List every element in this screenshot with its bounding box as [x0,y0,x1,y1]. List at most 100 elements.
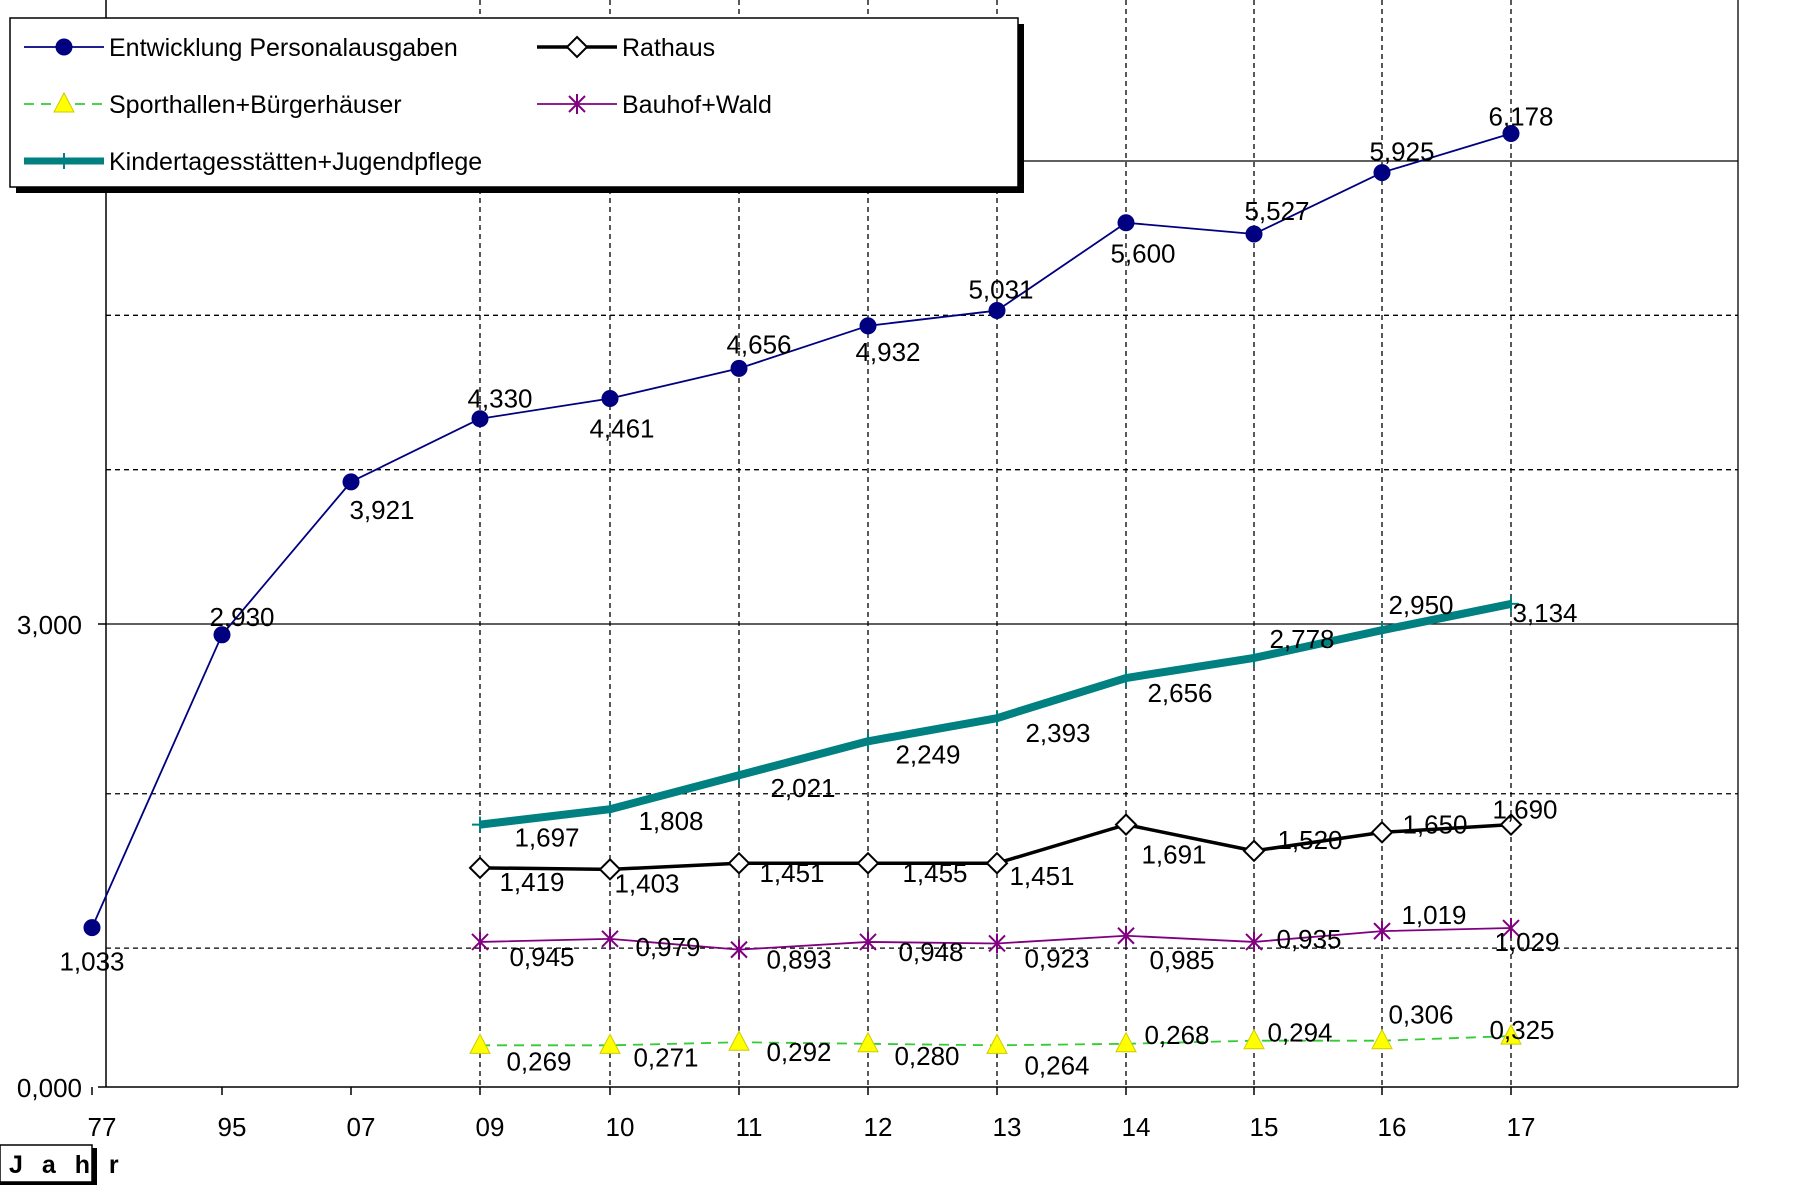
rathaus-marker [1499,813,1523,837]
data-label-kindertagesst-tten-jugendpflege: 2,950 [1388,590,1453,620]
data-label-rathaus: 1,690 [1492,795,1557,825]
kindertagesst-tten-jugendpflege-marker [1503,595,1519,612]
x-tick-label: 16 [1378,1112,1407,1142]
legend: Entwicklung Personalausgaben Rathaus Sport… [9,17,1024,193]
data-label-rathaus: 1,520 [1277,825,1342,855]
data-label-entwicklung-personalausgaben: 4,461 [589,414,654,444]
x-tick-label: 10 [606,1112,635,1142]
kindertagesst-tten-jugendpflege-marker [602,801,618,818]
x-tick-label: 17 [1507,1112,1536,1142]
sporthallen-b-rgerh-user-marker [1115,1031,1137,1053]
rathaus-marker [1114,813,1138,837]
kindertagesst-tten-jugendpflege-marker [1374,622,1390,639]
y-tick-label: 0,000 [17,1073,82,1103]
data-label-sporthallen-b-rgerh-user: 0,280 [894,1041,959,1071]
sporthallen-b-rgerh-user-marker [469,1033,491,1054]
sporthallen-b-rgerh-user-marker [857,1031,879,1053]
data-label-rathaus: 1,419 [499,867,564,897]
rathaus-marker [985,851,1009,875]
data-label-rathaus: 1,451 [759,858,824,888]
data-label-bauhof-wald: 0,923 [1024,943,1089,973]
entwicklung-personalausgaben-marker [213,626,231,644]
kindertagesst-tten-jugendpflege-marker [1246,649,1262,666]
x-tick-label: 15 [1250,1112,1279,1142]
data-label-entwicklung-personalausgaben: 5,925 [1369,137,1434,167]
entwicklung-personalausgaben-marker [1245,225,1263,243]
data-label-rathaus: 1,451 [1009,861,1074,891]
entwicklung-personalausgaben-marker [55,38,73,56]
data-label-bauhof-wald: 1,019 [1401,900,1466,930]
data-label-kindertagesst-tten-jugendpflege: 1,697 [514,823,579,853]
series-group [83,125,1523,1054]
data-label-rathaus: 1,403 [614,868,679,898]
rathaus-marker [598,857,622,881]
data-label-rathaus: 1,650 [1402,809,1467,839]
data-label-entwicklung-personalausgaben: 1,033 [59,947,124,977]
x-axis-title: J a h r [9,1151,125,1179]
rathaus-marker [468,856,492,880]
data-label-bauhof-wald: 0,945 [509,942,574,972]
bauhof-wald-marker [568,94,586,114]
bauhof-wald-marker [1373,921,1391,942]
data-label-entwicklung-personalausgaben: 4,656 [726,329,791,359]
data-label-entwicklung-personalausgaben: 2,930 [209,602,274,632]
entwicklung-personalausgaben-marker [1117,214,1135,232]
data-label-sporthallen-b-rgerh-user: 0,306 [1388,1000,1453,1030]
x-tick-label: 09 [476,1112,505,1142]
legend-label-kindertagesst-tten-jugendpflege: Kindertagesstätten+Jugendpflege [109,148,482,176]
data-labels: 1,033 2,930 3,921 4,330 4,461 4,656 4,932 5,031… [59,102,1577,1081]
bauhof-wald-marker [1245,931,1263,952]
data-label-bauhof-wald: 0,985 [1149,945,1214,975]
rathaus-marker [565,35,589,59]
legend-label-bauhof-wald: Bauhof+Wald [622,91,772,119]
data-label-sporthallen-b-rgerh-user: 0,325 [1489,1015,1554,1045]
data-label-sporthallen-b-rgerh-user: 0,264 [1024,1050,1089,1080]
sporthallen-b-rgerh-user-marker [53,91,75,113]
entwicklung-personalausgaben-marker [730,359,748,377]
data-label-bauhof-wald: 0,935 [1276,924,1341,954]
data-label-entwicklung-personalausgaben: 4,330 [467,384,532,414]
rathaus-marker [1242,839,1266,863]
data-label-sporthallen-b-rgerh-user: 0,292 [766,1037,831,1067]
data-label-kindertagesst-tten-jugendpflege: 2,393 [1025,718,1090,748]
entwicklung-personalausgaben-marker [83,919,101,937]
data-label-entwicklung-personalausgaben: 3,921 [349,495,414,525]
bauhof-wald-marker [859,931,877,952]
legend-label-sporthallen-b-rgerh-user: Sporthallen+Bürgerhäuser [109,91,402,119]
data-label-kindertagesst-tten-jugendpflege: 2,249 [895,739,960,769]
legend-label-rathaus: Rathaus [622,34,715,62]
bauhof-wald-marker [988,933,1006,954]
data-label-kindertagesst-tten-jugendpflege: 1,808 [638,806,703,836]
kindertagesst-tten-jugendpflege-marker [1118,670,1134,687]
kindertagesst-tten-jugendpflege-marker [472,816,488,833]
x-tick-label: 11 [736,1112,763,1142]
entwicklung-personalausgaben-marker [988,302,1006,320]
data-label-bauhof-wald: 0,893 [766,945,831,975]
legend-box [9,17,1019,188]
data-label-rathaus: 1,455 [902,858,967,888]
rathaus-marker [1370,820,1394,844]
data-label-kindertagesst-tten-jugendpflege: 2,656 [1147,678,1212,708]
sporthallen-b-rgerh-user-marker [1243,1028,1265,1050]
data-label-bauhof-wald: 0,979 [635,932,700,962]
rathaus-marker [856,851,880,875]
rathaus-marker [727,851,751,875]
data-label-kindertagesst-tten-jugendpflege: 3,134 [1512,598,1577,628]
bauhof-wald-marker [471,931,489,952]
data-label-kindertagesst-tten-jugendpflege: 2,778 [1269,624,1334,654]
sporthallen-b-rgerh-user-marker [986,1033,1008,1054]
kindertagesst-tten-jugendpflege-marker [989,710,1005,727]
bauhof-wald-marker [1502,918,1520,939]
data-label-entwicklung-personalausgaben: 5,600 [1110,239,1175,269]
kindertagesst-tten-jugendpflege-marker [56,153,72,169]
x-tick-label: 13 [993,1112,1022,1142]
data-label-bauhof-wald: 1,029 [1494,927,1559,957]
entwicklung-personalausgaben-marker [1373,164,1391,182]
legend-label-entwicklung-personalausgaben: Entwicklung Personalausgaben [109,34,458,62]
entwicklung-personalausgaben-marker [601,390,619,408]
data-label-entwicklung-personalausgaben: 5,527 [1244,196,1309,226]
sporthallen-b-rgerh-user-marker [728,1030,750,1051]
bauhof-wald-marker [601,928,619,949]
x-tick-label: 77 [88,1112,117,1142]
